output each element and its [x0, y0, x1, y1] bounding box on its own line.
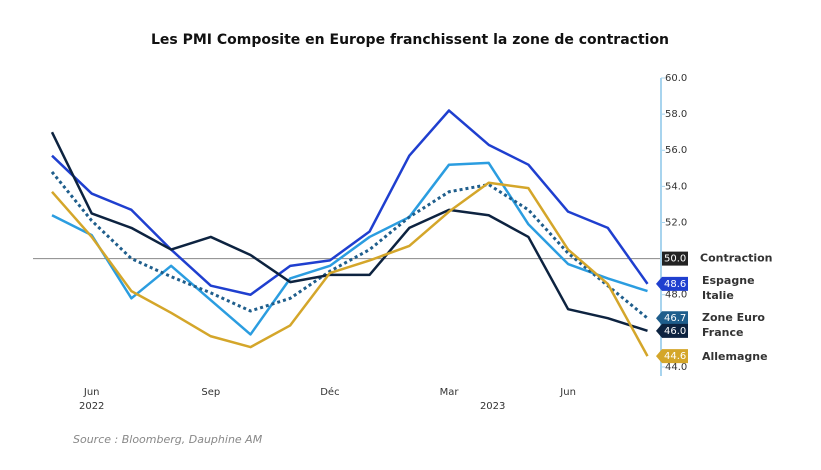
series-line: [51, 161, 648, 336]
series-line: [50, 170, 649, 320]
y-tick-label: 54.0: [665, 181, 687, 192]
value-box: [662, 251, 688, 266]
y-tick-label: 44.0: [665, 362, 687, 373]
value-box-label: 50.0: [664, 254, 686, 265]
y-tick-label: 58.0: [665, 109, 687, 120]
year-label: 2023: [480, 401, 505, 412]
series-line: [51, 181, 649, 357]
value-box-label: 48.6: [664, 279, 686, 290]
y-tick-label: 56.0: [665, 145, 687, 156]
series-line: [51, 109, 649, 296]
year-label: 2022: [79, 401, 104, 412]
x-tick-label: Sep: [201, 387, 220, 398]
y-tick-label: 48.0: [665, 290, 687, 301]
legend-label: Zone Euro: [702, 311, 765, 324]
value-box: [656, 323, 688, 338]
chart-title: Les PMI Composite en Europe franchissent…: [151, 32, 669, 48]
legend-label: Espagne: [702, 274, 755, 287]
series-line: [50, 131, 648, 333]
value-box-label: 44.6: [664, 351, 686, 362]
x-tick-label: Déc: [320, 386, 339, 398]
value-box: [656, 311, 688, 326]
value-box: [656, 276, 688, 291]
legend-label: France: [702, 326, 743, 339]
x-tick-label: Mar: [440, 387, 460, 398]
x-tick-label: Jun: [559, 387, 576, 398]
reference-label: Contraction: [700, 252, 773, 265]
y-tick-label: 60.0: [665, 73, 687, 84]
x-tick-label: Jun: [83, 387, 100, 398]
value-box: [656, 349, 688, 364]
legend-label: Italie: [702, 289, 734, 302]
legend-label: Allemagne: [702, 350, 768, 363]
source: Source : Bloomberg, Dauphine AM: [73, 433, 263, 446]
value-box-label: 46.0: [664, 326, 686, 337]
y-tick-label: 52.0: [665, 217, 687, 228]
value-box-label: 46.7: [664, 313, 686, 324]
